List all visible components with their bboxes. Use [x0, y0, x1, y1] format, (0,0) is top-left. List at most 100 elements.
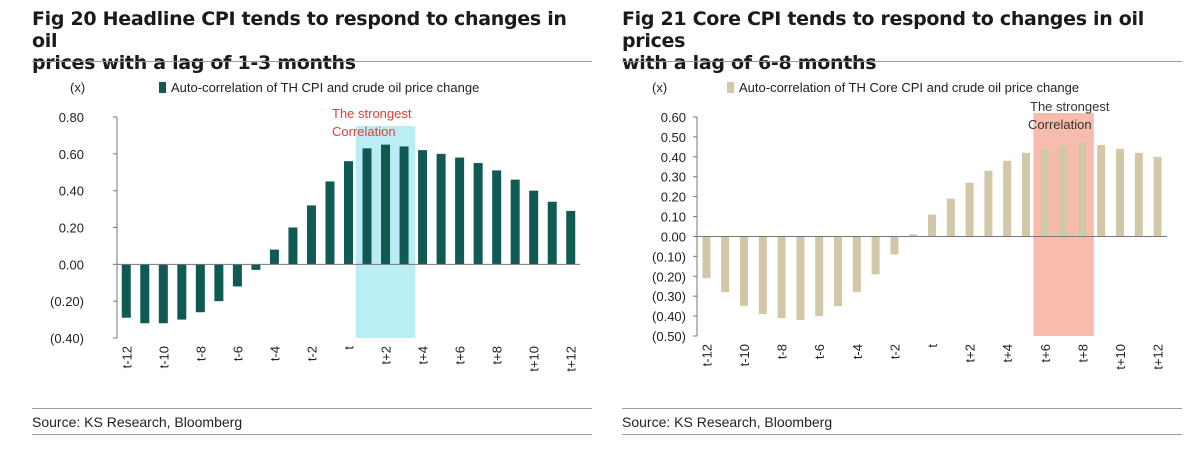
figure-20-bar-t+6	[455, 157, 465, 265]
figure-21-bar-t-3	[871, 236, 880, 275]
figure-21-bar-t-10	[740, 236, 748, 307]
figure-21-y-tick-label: (0.30)	[652, 289, 686, 304]
figure-21-x-tick-label-t: t	[925, 344, 940, 348]
figure-21-x-tick-label-t+6: t+6	[1038, 344, 1053, 362]
figure-20-title-line2: prices with a lag of 1-3 months	[32, 52, 356, 74]
figure-20-bar-t-9	[177, 264, 187, 320]
figure-21-panel: Fig 21 Core CPI tends to respond to chan…	[622, 0, 1182, 453]
figure-20-bar-t-10	[158, 264, 168, 324]
figure-21-source-rule	[622, 408, 1182, 409]
figure-21-title-rule	[622, 61, 1182, 62]
figure-21-bar-t+10	[1116, 148, 1124, 237]
figure-21-title-line2: with a lag of 6-8 months	[622, 52, 877, 74]
figure-20-bar-t-2	[306, 205, 316, 265]
figure-20-source: Source: KS Research, Bloomberg	[32, 414, 243, 430]
figure-20-title-line1: Fig 20 Headline CPI tends to respond to …	[32, 8, 567, 52]
figure-21-x-tick-label-t+10: t+10	[1113, 344, 1128, 370]
figure-20-x-tick-label-t+6: t+6	[453, 346, 468, 364]
figure-20-x-tick-label-t+10: t+10	[527, 346, 542, 372]
figure-21-unit-label: (x)	[652, 80, 667, 95]
figure-21-legend-label: Auto-correlation of TH Core CPI and crud…	[739, 80, 1079, 95]
figure-20-bar-t+12	[566, 210, 576, 265]
figure-21-bar-t-7	[796, 236, 805, 321]
figure-20-y-tick-label: 0.80	[59, 110, 84, 125]
figure-21-bar-t+9	[1097, 144, 1106, 237]
figure-20-bar-t+7	[473, 163, 483, 265]
figure-20-y-tick-label: 0.40	[59, 184, 84, 199]
figure-21-y-tick-label: 0.00	[661, 229, 686, 244]
figure-21-y-tick-label: (0.20)	[652, 269, 686, 284]
figure-20-bar-t-11	[140, 264, 150, 324]
figure-20-y-tick-label: 0.60	[59, 147, 84, 162]
figure-20-x-tick-label-t+2: t+2	[379, 346, 394, 364]
figure-21-bar-t+12	[1153, 156, 1162, 237]
figure-20-bar-t	[344, 161, 353, 265]
figure-20-bar-t-6	[232, 264, 242, 287]
figure-21-bar-t-8	[777, 236, 786, 319]
figure-21-y-tick-label: 0.40	[661, 150, 686, 165]
figure-21-bar-t-5	[834, 236, 842, 307]
figure-20-y-tick-label: 0.20	[59, 221, 84, 236]
figure-21-y-tick-label: 0.20	[661, 190, 686, 205]
figure-20-title: Fig 20 Headline CPI tends to respond to …	[32, 8, 592, 74]
figure-20-bar-t-4	[269, 249, 279, 265]
figure-20-x-tick-label-t+12: t+12	[564, 346, 579, 372]
figure-21-y-tick-label: (0.10)	[652, 249, 686, 264]
figure-21-bar-t-2	[890, 236, 899, 255]
figure-21-x-tick-label-t-10: t-10	[737, 344, 752, 366]
figure-20-bar-t+10	[529, 190, 539, 265]
figure-21-y-tick-label: 0.10	[661, 210, 686, 225]
figure-21-title: Fig 21 Core CPI tends to respond to chan…	[622, 8, 1182, 74]
figure-21-y-tick-label: (0.40)	[652, 309, 686, 324]
figure-21-y-tick-label: 0.50	[661, 130, 686, 145]
figure-20-legend-label: Auto-correlation of TH CPI and crude oil…	[171, 80, 479, 95]
figure-20-annotation-line1: The strongest	[332, 106, 412, 121]
figure-20-bar-t+11	[547, 201, 557, 265]
figure-21-title-line1: Fig 21 Core CPI tends to respond to chan…	[622, 8, 1144, 52]
figure-21-bar-t+6	[1040, 148, 1049, 237]
figure-21-bar-t+5	[1022, 152, 1030, 237]
figure-20-unit-label: (x)	[70, 80, 85, 95]
figure-20-x-tick-label-t: t	[342, 346, 357, 350]
figure-21-bar-t-11	[721, 236, 730, 293]
figure-20-bar-t-5	[251, 264, 261, 270]
figure-21-legend-swatch	[727, 82, 734, 93]
figure-20-bars	[121, 144, 576, 324]
figure-20-bar-t+9	[510, 179, 520, 265]
figure-21-bar-t+1	[946, 198, 955, 237]
figure-21-bar-t+4	[1003, 160, 1012, 237]
figure-21-bars	[702, 142, 1162, 321]
figure-20-axes: (0.40) (0.20) 0.00 0.20 0.40 0.60 0.80 t-12 t-10…	[50, 110, 580, 372]
figure-21-x-tick-label-t-6: t-6	[812, 344, 827, 359]
figure-21-x-tick-label-t-4: t-4	[850, 344, 865, 359]
figure-21-y-tick-label: 0.60	[661, 110, 686, 125]
figure-20-bar-t-7	[214, 264, 224, 302]
figure-21-bar-t+3	[984, 170, 993, 237]
figure-20-title-rule	[32, 61, 592, 62]
figure-20-bar-t+8	[492, 170, 502, 265]
figure-20-panel: Fig 20 Headline CPI tends to respond to …	[32, 0, 592, 453]
figure-20-source-rule	[32, 408, 592, 409]
figure-21-x-tick-label-t-12: t-12	[699, 344, 714, 366]
figure-21-bar-t-9	[758, 236, 767, 315]
figure-21-bar-t-12	[702, 236, 711, 279]
figure-21-x-tick-label-t-2: t-2	[887, 344, 902, 359]
figure-21-x-tick-label-t+12: t+12	[1151, 344, 1166, 370]
figure-21-chart: (0.50) (0.40) (0.30) (0.20) (0.10) 0.00 0.10 0.…	[652, 80, 1167, 370]
figure-20-labels: (x) Auto-correlation of TH CPI and crude…	[70, 80, 479, 139]
figure-20-bar-t+1	[362, 148, 372, 265]
figure-21-bar-t-4	[852, 236, 861, 293]
figure-20-x-tick-label-t+4: t+4	[416, 346, 431, 364]
figure-21-x-tick-label-t+8: t+8	[1075, 344, 1090, 362]
figure-20-x-tick-label-t-4: t-4	[267, 346, 282, 361]
figure-20-bar-t-3	[288, 227, 298, 265]
figure-20-x-tick-label-t-8: t-8	[193, 346, 208, 361]
figure-20-legend-swatch	[159, 82, 166, 93]
figure-21-bar-t+7	[1059, 144, 1068, 237]
figure-21-source: Source: KS Research, Bloomberg	[622, 414, 833, 430]
figure-20-bar-t+2	[381, 144, 391, 265]
figure-21-bottom-rule	[622, 434, 1182, 435]
figure-20-bar-t+4	[418, 150, 428, 265]
figure-20-bar-t-8	[195, 264, 205, 313]
figure-21-bar-t	[928, 214, 936, 237]
